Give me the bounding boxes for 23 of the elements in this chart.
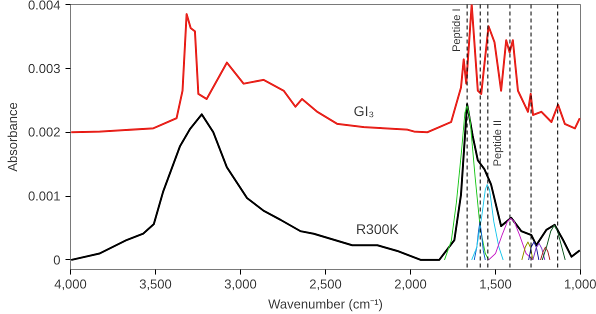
x-tick-label: 4,000 [54, 276, 87, 292]
x-tick-label: 3,000 [224, 276, 257, 292]
x-tick-label: 2,000 [394, 276, 427, 292]
x-tick-label: 1,000 [564, 276, 596, 292]
x-tick-label: 2,500 [309, 276, 342, 292]
ref-line-label: Peptide II [492, 120, 504, 166]
series-label: GI₃ [354, 103, 374, 120]
y-axis-title: Absorbance [4, 102, 20, 172]
y-tick-label: 0 [53, 252, 61, 268]
line-series [542, 224, 566, 260]
line-series [488, 218, 534, 260]
y-tick-label: 0.001 [28, 188, 61, 204]
ref-line-label: Peptide I [451, 8, 464, 52]
x-axis-title: Wavenumber (cm⁻¹) [268, 296, 383, 312]
x-tick-label: 1,500 [479, 276, 512, 292]
x-tick-label: 3,500 [139, 276, 172, 292]
y-tick-label: 0.003 [28, 60, 61, 76]
line-series [471, 184, 504, 260]
y-tick-label: 0.002 [28, 124, 61, 140]
line-series [444, 104, 490, 260]
line-series [474, 222, 486, 260]
series-label: R300K [356, 221, 400, 238]
y-tick-label: 0.004 [28, 0, 61, 12]
